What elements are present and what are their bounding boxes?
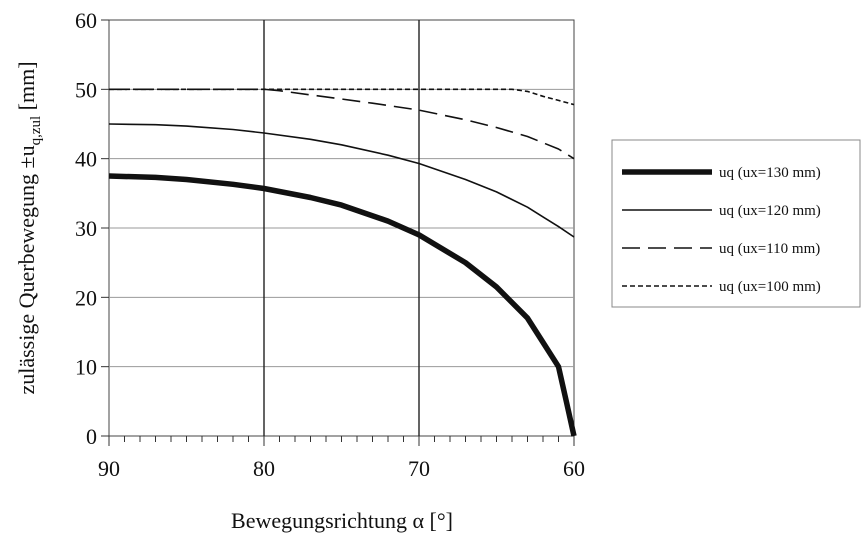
series-line-2 (108, 123, 575, 238)
legend-label-3: uq (ux=110 mm) (719, 241, 820, 257)
y-tick-label: 60 (75, 8, 97, 33)
series-line-1 (108, 173, 577, 437)
y-axis-label-unit: [mm] (14, 61, 39, 115)
x-minor-ticks (108, 436, 575, 446)
x-tick-label: 90 (98, 456, 120, 481)
y-tick-label: 10 (75, 355, 97, 380)
x-tick-labels: 90 80 70 60 (98, 456, 585, 481)
y-axis-label: zulässige Querbewegung ±uq,zul [mm] (14, 61, 44, 394)
y-tick-label: 0 (86, 424, 97, 449)
x-tick-label: 80 (253, 456, 275, 481)
legend: uq (ux=130 mm) uq (ux=120 mm) uq (ux=110 m… (611, 139, 861, 308)
series-line-3 (109, 88, 575, 160)
x-axis-label: Bewegungsrichtung α [°] (231, 508, 453, 533)
x-tick-label: 60 (563, 456, 585, 481)
legend-items: uq (ux=130 mm) uq (ux=120 mm) uq (ux=110 m… (622, 165, 821, 295)
y-tick-label: 20 (75, 285, 97, 310)
y-axis-label-main: zulässige Querbewegung ±u (14, 145, 39, 394)
legend-label-4: uq (ux=100 mm) (719, 279, 821, 295)
legend-label-1: uq (ux=130 mm) (719, 165, 821, 181)
legend-label-2: uq (ux=120 mm) (719, 203, 821, 219)
series-layer (108, 88, 577, 437)
y-tick-label: 30 (75, 216, 97, 241)
legend-box (611, 139, 861, 308)
y-tick-label: 40 (75, 147, 97, 172)
x-tick-label: 70 (408, 456, 430, 481)
series-line-4 (109, 88, 575, 106)
y-tick-labels: 0 10 20 30 40 50 60 (75, 8, 109, 449)
y-tick-label: 50 (75, 77, 97, 102)
y-axis-label-subscript: q,zul (28, 116, 44, 146)
